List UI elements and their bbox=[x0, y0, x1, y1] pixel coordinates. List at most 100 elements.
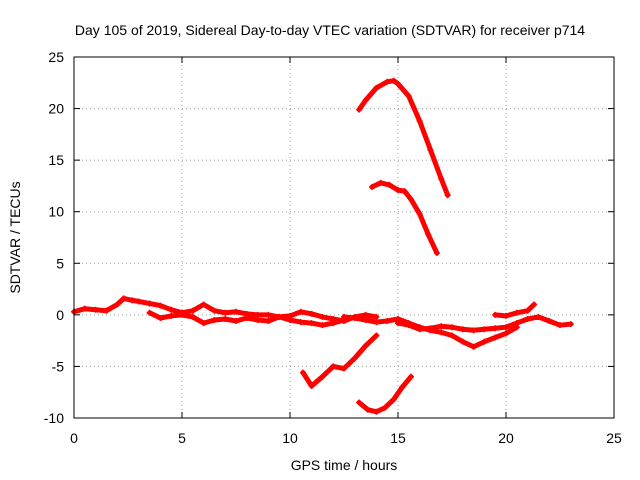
data-point bbox=[92, 306, 99, 313]
data-point bbox=[308, 383, 315, 390]
data-point bbox=[341, 313, 347, 320]
data-point bbox=[425, 231, 432, 238]
data-point bbox=[557, 322, 563, 329]
data-point bbox=[254, 317, 261, 324]
data-point bbox=[299, 369, 306, 376]
data-point bbox=[513, 320, 520, 327]
data-point bbox=[330, 320, 337, 327]
data-point bbox=[433, 249, 440, 256]
data-point bbox=[492, 334, 499, 341]
data-point bbox=[390, 396, 397, 403]
data-point bbox=[308, 320, 315, 327]
data-point bbox=[444, 192, 451, 199]
y-tick-label: 15 bbox=[48, 152, 64, 168]
data-point bbox=[103, 307, 110, 314]
data-point bbox=[120, 295, 127, 302]
y-tick-label: 25 bbox=[48, 49, 64, 65]
data-point bbox=[369, 183, 376, 190]
data-point bbox=[362, 317, 369, 324]
grid-lines bbox=[74, 57, 614, 418]
data-point bbox=[416, 117, 423, 124]
x-tick-label: 20 bbox=[498, 430, 514, 446]
data-point bbox=[362, 342, 369, 349]
data-point bbox=[341, 365, 347, 372]
series-track-7 bbox=[369, 179, 440, 256]
data-point bbox=[81, 305, 88, 312]
data-point bbox=[427, 325, 434, 332]
data-point bbox=[356, 399, 363, 406]
data-point bbox=[503, 330, 509, 337]
data-point bbox=[373, 408, 380, 415]
x-axis-label: GPS time / hours bbox=[291, 457, 398, 473]
data-point bbox=[157, 314, 164, 321]
axis-ticks: 0 5 10 15 20 25 -10 -5 0 5 10 15 20 25 bbox=[44, 49, 622, 446]
series-track-6 bbox=[356, 77, 451, 199]
data-point bbox=[114, 301, 121, 308]
y-axis-label: SDTVAR / TECUs bbox=[7, 181, 23, 293]
data-point bbox=[395, 187, 401, 194]
data-point bbox=[524, 315, 531, 322]
data-point bbox=[395, 80, 401, 87]
data-point bbox=[373, 84, 380, 91]
y-tick-label: -5 bbox=[52, 358, 65, 374]
data-point bbox=[297, 319, 304, 326]
x-tick-label: 25 bbox=[606, 430, 622, 446]
data-point bbox=[492, 311, 499, 318]
data-point bbox=[189, 307, 196, 314]
data-point bbox=[146, 309, 153, 316]
data-point bbox=[243, 314, 250, 321]
data-point bbox=[481, 338, 488, 345]
data-point bbox=[386, 181, 393, 188]
data-point bbox=[168, 306, 175, 313]
data-point bbox=[373, 332, 380, 339]
data-point bbox=[189, 313, 196, 320]
data-point bbox=[211, 307, 218, 314]
data-point bbox=[567, 321, 574, 328]
data-point bbox=[395, 320, 401, 327]
data-point bbox=[438, 323, 445, 330]
data-point bbox=[254, 311, 261, 318]
data-point bbox=[427, 146, 434, 153]
data-point bbox=[503, 324, 509, 331]
data-point bbox=[438, 329, 445, 336]
data-point bbox=[524, 307, 531, 314]
y-tick-label: 5 bbox=[56, 255, 64, 271]
data-point bbox=[233, 318, 239, 325]
y-tick-label: 20 bbox=[48, 101, 64, 117]
data-point bbox=[384, 78, 391, 85]
data-point bbox=[470, 327, 477, 334]
data-point bbox=[200, 320, 207, 327]
x-tick-label: 10 bbox=[282, 430, 298, 446]
data-point bbox=[416, 210, 423, 217]
data-point bbox=[157, 302, 164, 309]
data-point bbox=[416, 326, 423, 333]
data-point bbox=[405, 322, 412, 329]
series-track-1 bbox=[71, 295, 380, 325]
data-point bbox=[373, 319, 380, 326]
y-tick-label: 0 bbox=[56, 307, 64, 323]
data-point bbox=[179, 311, 185, 318]
data-point bbox=[384, 318, 391, 325]
data-point bbox=[407, 373, 414, 380]
data-point bbox=[233, 308, 239, 315]
y-tick-label: -10 bbox=[44, 410, 64, 426]
data-point bbox=[438, 175, 445, 182]
data-point bbox=[377, 179, 384, 186]
data-point bbox=[276, 313, 283, 320]
x-tick-label: 15 bbox=[390, 430, 406, 446]
data-point bbox=[319, 313, 326, 320]
data-point bbox=[449, 332, 455, 339]
data-point bbox=[546, 318, 553, 325]
series-track-5 bbox=[492, 301, 538, 319]
chart-title: Day 105 of 2019, Sidereal Day-to-day VTE… bbox=[75, 22, 585, 38]
data-point bbox=[535, 313, 542, 320]
data-point bbox=[351, 314, 358, 321]
series-track bbox=[300, 333, 379, 389]
series-track-8 bbox=[299, 332, 380, 390]
data-point bbox=[330, 363, 337, 370]
data-point bbox=[503, 312, 509, 319]
data-point bbox=[265, 318, 272, 325]
x-tick-label: 0 bbox=[70, 430, 78, 446]
data-marks bbox=[71, 77, 574, 415]
data-point bbox=[531, 301, 538, 308]
